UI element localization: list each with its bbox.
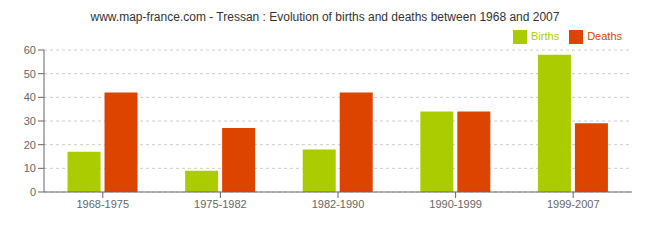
svg-text:50: 50 [24,68,36,80]
svg-text:30: 30 [24,115,36,127]
svg-text:60: 60 [24,44,36,56]
svg-text:20: 20 [24,139,36,151]
svg-text:1990-1999: 1990-1999 [429,198,482,210]
svg-text:1975-1982: 1975-1982 [194,198,247,210]
svg-text:0: 0 [30,186,36,198]
html-text:www.map-france.com - Tressan :: www.map-france.com - Tressan : Evolution… [90,10,560,24]
svg-text:40: 40 [24,91,36,103]
html-text:Births: Births [531,30,560,42]
svg-text:1999-2007: 1999-2007 [547,198,600,210]
svg-text:1968-1975: 1968-1975 [76,198,129,210]
svg-text:1982-1990: 1982-1990 [312,198,365,210]
html-text:Deaths: Deaths [587,30,622,42]
svg-text:10: 10 [24,162,36,174]
